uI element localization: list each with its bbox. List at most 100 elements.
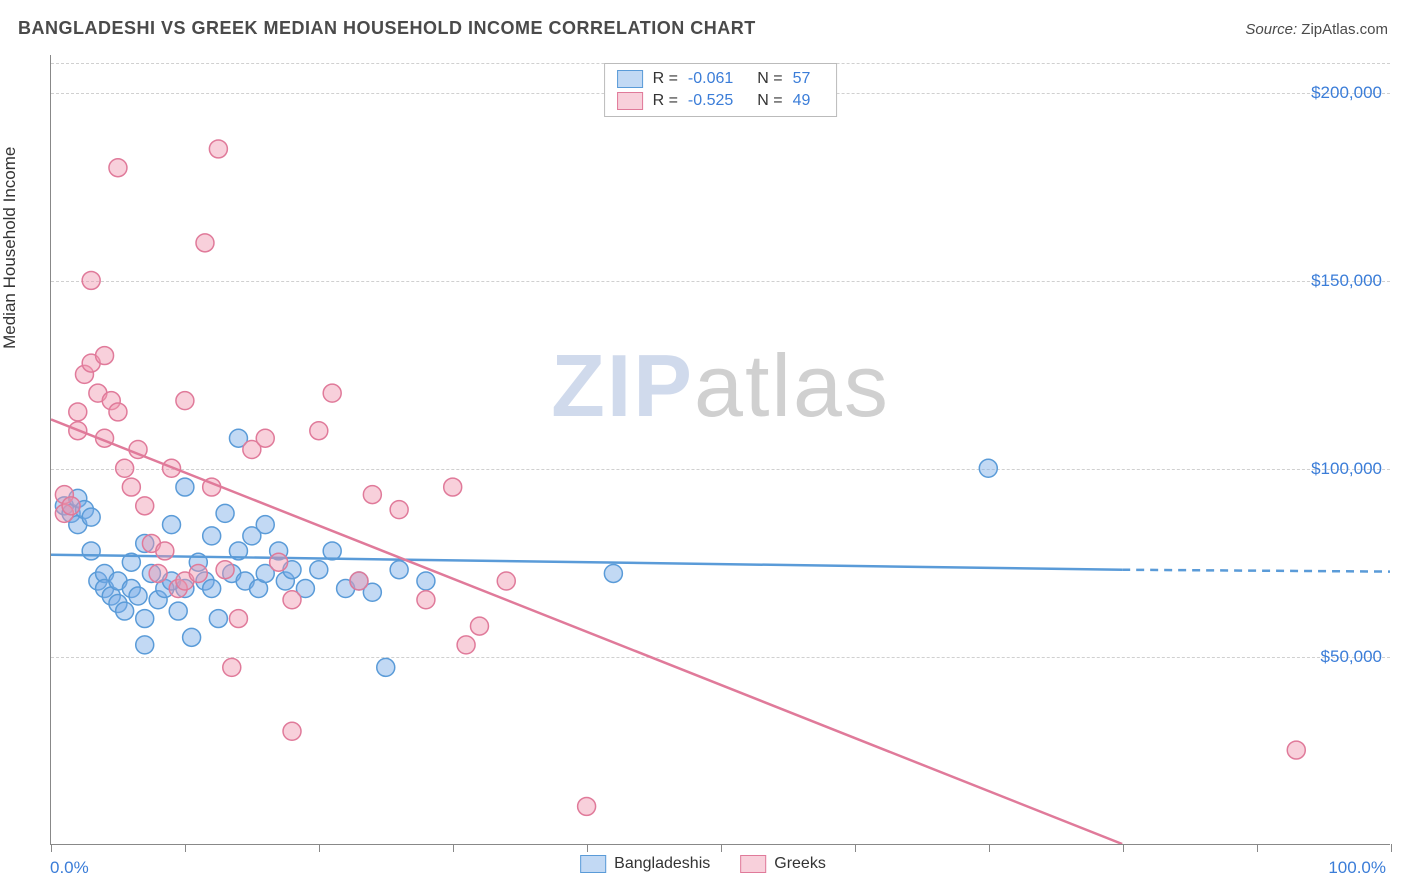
scatter-svg bbox=[51, 55, 1390, 844]
data-point bbox=[96, 347, 114, 365]
r-label: R = bbox=[653, 92, 678, 110]
legend-stat-row: R = -0.525 N = 49 bbox=[617, 90, 825, 112]
x-axis-max-label: 100.0% bbox=[1328, 858, 1386, 878]
r-value: -0.061 bbox=[688, 70, 733, 88]
data-point bbox=[163, 516, 181, 534]
data-point bbox=[136, 610, 154, 628]
data-point bbox=[310, 422, 328, 440]
x-tick bbox=[319, 844, 320, 852]
data-point bbox=[363, 486, 381, 504]
data-point bbox=[156, 542, 174, 560]
data-point bbox=[196, 234, 214, 252]
data-point bbox=[176, 392, 194, 410]
n-label: N = bbox=[757, 92, 782, 110]
data-point bbox=[578, 797, 596, 815]
data-point bbox=[377, 658, 395, 676]
data-point bbox=[604, 564, 622, 582]
legend-swatch bbox=[580, 855, 606, 873]
data-point bbox=[169, 602, 187, 620]
x-tick bbox=[587, 844, 588, 852]
data-point bbox=[82, 508, 100, 526]
data-point bbox=[256, 429, 274, 447]
data-point bbox=[62, 497, 80, 515]
series-legend: Bangladeshis Greeks bbox=[580, 855, 826, 873]
data-point bbox=[69, 403, 87, 421]
x-tick bbox=[1123, 844, 1124, 852]
legend-swatch bbox=[740, 855, 766, 873]
data-point bbox=[116, 459, 134, 477]
data-point bbox=[136, 636, 154, 654]
data-point bbox=[216, 504, 234, 522]
chart-plot-area: ZIPatlas R =-0.061N =57R =-0.525N =49 $5… bbox=[50, 55, 1390, 845]
data-point bbox=[444, 478, 462, 496]
data-point bbox=[979, 459, 997, 477]
chart-title: BANGLADESHI VS GREEK MEDIAN HOUSEHOLD IN… bbox=[18, 18, 756, 39]
data-point bbox=[310, 561, 328, 579]
data-point bbox=[209, 610, 227, 628]
x-tick bbox=[1391, 844, 1392, 852]
data-point bbox=[350, 572, 368, 590]
data-point bbox=[223, 658, 241, 676]
x-tick bbox=[185, 844, 186, 852]
x-tick bbox=[1257, 844, 1258, 852]
data-point bbox=[183, 628, 201, 646]
data-point bbox=[82, 542, 100, 560]
n-value: 49 bbox=[793, 92, 811, 110]
chart-header: BANGLADESHI VS GREEK MEDIAN HOUSEHOLD IN… bbox=[18, 18, 1388, 39]
data-point bbox=[497, 572, 515, 590]
data-point bbox=[417, 591, 435, 609]
trend-line bbox=[51, 419, 1122, 844]
data-point bbox=[256, 516, 274, 534]
legend-label: Bangladeshis bbox=[614, 855, 710, 873]
data-point bbox=[203, 580, 221, 598]
data-point bbox=[229, 610, 247, 628]
data-point bbox=[149, 564, 167, 582]
data-point bbox=[417, 572, 435, 590]
n-label: N = bbox=[757, 70, 782, 88]
x-tick bbox=[453, 844, 454, 852]
data-point bbox=[82, 271, 100, 289]
data-point bbox=[109, 159, 127, 177]
data-point bbox=[176, 478, 194, 496]
y-axis-title: Median Household Income bbox=[0, 147, 20, 349]
data-point bbox=[270, 553, 288, 571]
source-attribution: Source: ZipAtlas.com bbox=[1245, 21, 1388, 38]
data-point bbox=[283, 591, 301, 609]
data-point bbox=[122, 478, 140, 496]
source-value: ZipAtlas.com bbox=[1301, 21, 1388, 38]
data-point bbox=[470, 617, 488, 635]
trend-line bbox=[51, 555, 1122, 570]
data-point bbox=[116, 602, 134, 620]
data-point bbox=[129, 587, 147, 605]
data-point bbox=[390, 561, 408, 579]
legend-swatch bbox=[617, 92, 643, 110]
data-point bbox=[209, 140, 227, 158]
x-tick bbox=[51, 844, 52, 852]
x-axis-min-label: 0.0% bbox=[50, 858, 89, 878]
data-point bbox=[390, 501, 408, 519]
x-tick bbox=[989, 844, 990, 852]
data-point bbox=[283, 722, 301, 740]
data-point bbox=[136, 497, 154, 515]
data-point bbox=[109, 403, 127, 421]
data-point bbox=[216, 561, 234, 579]
data-point bbox=[323, 542, 341, 560]
data-point bbox=[457, 636, 475, 654]
legend-item: Greeks bbox=[740, 855, 826, 873]
data-point bbox=[189, 564, 207, 582]
legend-item: Bangladeshis bbox=[580, 855, 710, 873]
data-point bbox=[1287, 741, 1305, 759]
data-point bbox=[323, 384, 341, 402]
x-tick bbox=[855, 844, 856, 852]
data-point bbox=[203, 527, 221, 545]
legend-stat-row: R = -0.061 N = 57 bbox=[617, 68, 825, 90]
r-label: R = bbox=[653, 70, 678, 88]
correlation-legend: R = -0.061 N = 57 R = -0.525 N = 49 bbox=[604, 63, 838, 117]
x-tick bbox=[721, 844, 722, 852]
legend-label: Greeks bbox=[774, 855, 826, 873]
legend-swatch bbox=[617, 70, 643, 88]
source-label: Source: bbox=[1245, 21, 1297, 38]
n-value: 57 bbox=[793, 70, 811, 88]
trend-line-dashed bbox=[1122, 570, 1390, 572]
r-value: -0.525 bbox=[688, 92, 733, 110]
